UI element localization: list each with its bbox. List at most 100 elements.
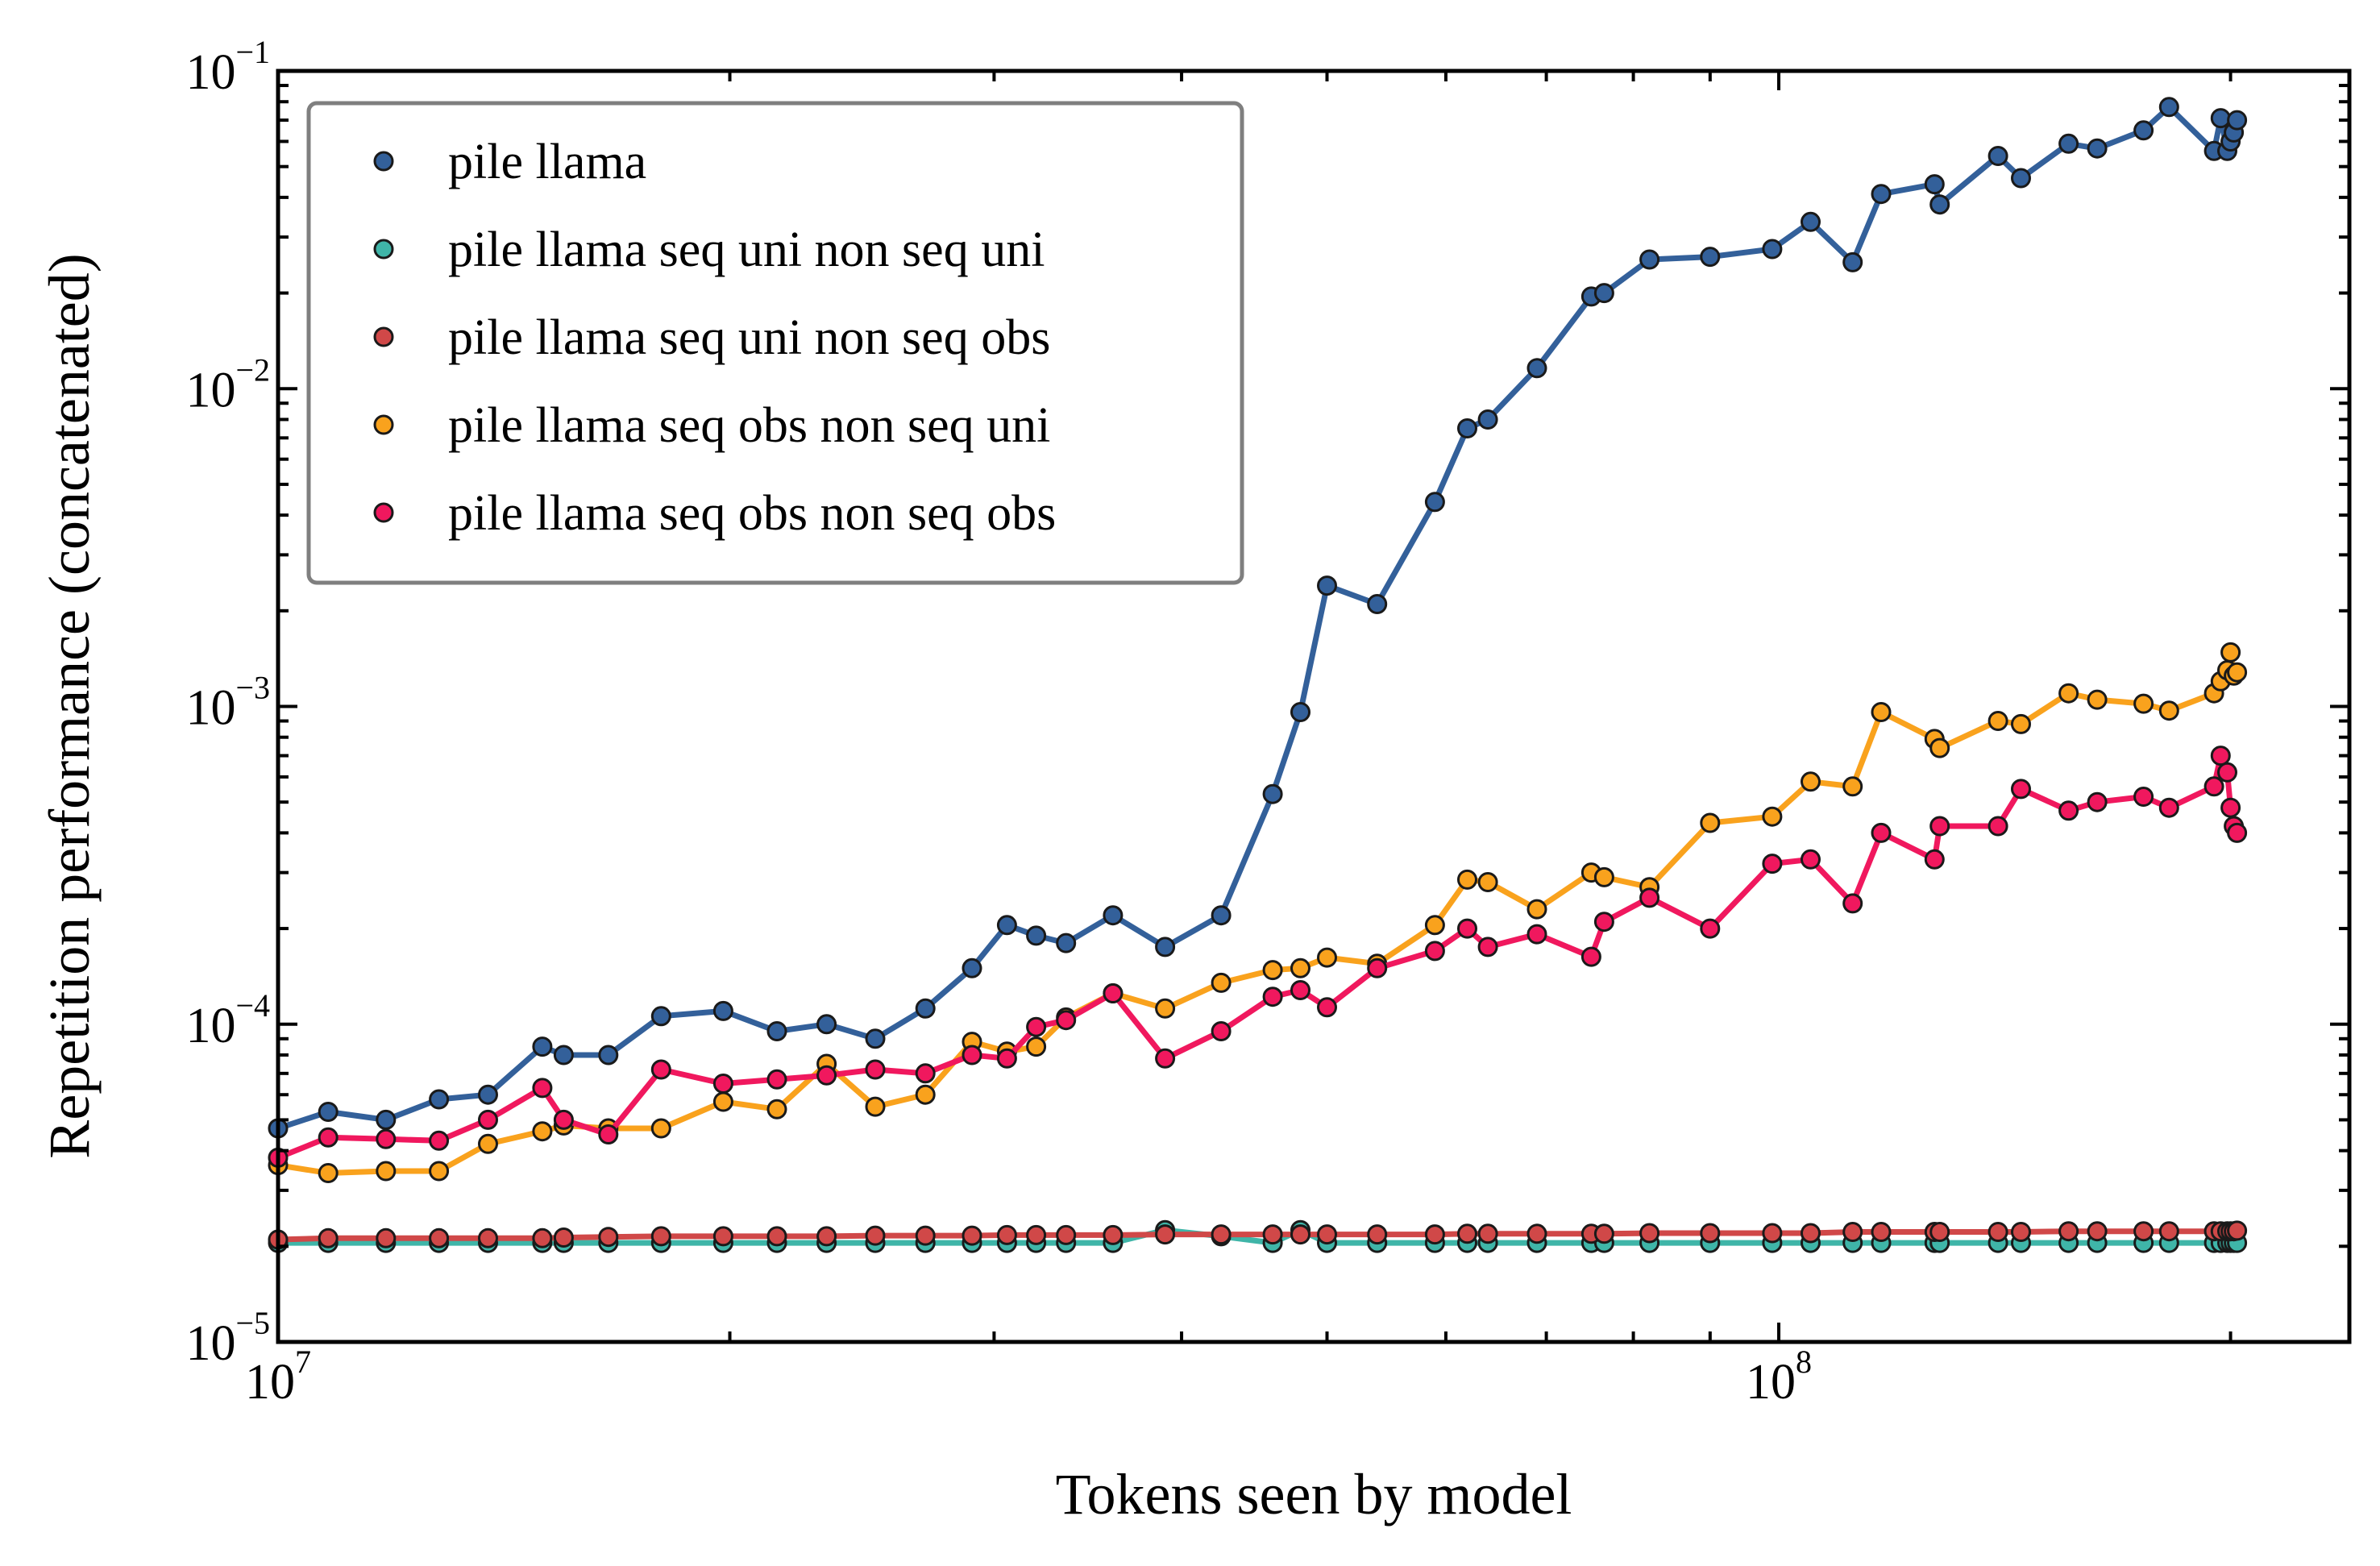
legend: pile llama pile llama seq uni non seq uni… <box>306 101 1244 585</box>
data-point <box>865 1059 886 1080</box>
data-point <box>2011 779 2031 800</box>
legend-marker <box>373 239 394 260</box>
data-point <box>1367 594 1388 614</box>
data-point <box>1457 1223 1477 1244</box>
data-point <box>1526 924 1547 945</box>
data-point <box>2011 713 2031 734</box>
data-point <box>650 1059 671 1080</box>
data-point <box>2227 1220 2248 1241</box>
data-point <box>816 1065 837 1086</box>
data-point <box>318 1102 339 1122</box>
y-tick-label: 10−5 <box>185 1305 270 1371</box>
y-tick-label: 10−3 <box>185 670 270 736</box>
data-point <box>865 1028 886 1049</box>
data-point <box>1762 854 1783 874</box>
data-point <box>318 1127 339 1148</box>
data-point <box>1842 776 1863 797</box>
data-point <box>996 915 1017 936</box>
data-point <box>1842 893 1863 914</box>
data-point <box>1026 1036 1047 1057</box>
data-point <box>962 1045 982 1065</box>
data-point <box>1457 869 1477 890</box>
data-point <box>598 1045 619 1065</box>
data-point <box>1290 702 1310 722</box>
data-point <box>1290 980 1310 1000</box>
data-point <box>816 1014 837 1035</box>
data-point <box>2087 1221 2108 1242</box>
data-point <box>1155 1224 1176 1245</box>
data-point <box>1477 409 1498 430</box>
data-point <box>1801 211 1821 232</box>
data-point <box>2158 797 2179 818</box>
x-tick-label: 108 <box>1746 1344 1812 1410</box>
legend-label: pile llama seq obs non seq obs <box>448 486 1056 541</box>
data-point <box>1526 899 1547 920</box>
data-point <box>1929 816 1950 837</box>
data-point <box>1762 239 1783 260</box>
data-point <box>1639 887 1660 908</box>
data-point <box>376 1161 397 1182</box>
data-point <box>598 1124 619 1144</box>
data-point <box>1477 937 1498 957</box>
data-point <box>650 1226 671 1247</box>
data-point <box>1477 872 1498 892</box>
data-point <box>1211 1224 1232 1245</box>
data-point <box>1026 1224 1047 1245</box>
data-point <box>1593 866 1614 887</box>
data-point <box>1871 1222 1892 1242</box>
data-point <box>478 1084 498 1105</box>
data-point <box>1026 1016 1047 1037</box>
data-point <box>478 1133 498 1154</box>
data-point <box>1290 1224 1310 1245</box>
data-point <box>2011 168 2031 189</box>
legend-label: pile llama <box>448 135 646 189</box>
data-point <box>816 1226 837 1247</box>
legend-label: pile llama seq uni non seq obs <box>448 310 1050 365</box>
legend-entry: pile llama seq uni non seq obs <box>373 310 1050 365</box>
data-point <box>1103 905 1124 926</box>
data-point <box>915 1225 936 1246</box>
data-point <box>712 1074 733 1094</box>
data-point <box>915 998 936 1019</box>
data-point <box>2087 791 2108 812</box>
data-point <box>1477 1223 1498 1244</box>
data-point <box>1987 146 2008 166</box>
data-point <box>2217 762 2237 783</box>
data-point <box>1987 816 2008 837</box>
data-point <box>1290 957 1310 978</box>
data-point <box>376 1227 397 1248</box>
data-point <box>1700 812 1721 833</box>
data-point <box>1639 1223 1660 1244</box>
data-point <box>2220 797 2241 818</box>
data-point <box>553 1109 574 1130</box>
data-point <box>962 957 982 978</box>
data-point <box>2158 97 2179 118</box>
data-point <box>1056 1224 1077 1245</box>
data-point <box>2227 662 2248 683</box>
data-point <box>865 1225 886 1246</box>
data-point <box>1924 849 1945 870</box>
data-point <box>1211 1021 1232 1041</box>
legend-label: pile llama seq uni non seq uni <box>448 222 1045 277</box>
legend-entry: pile llama <box>373 135 646 189</box>
legend-entry: pile llama seq obs non seq obs <box>373 486 1056 541</box>
data-point <box>1056 933 1077 953</box>
data-point <box>650 1006 671 1027</box>
data-point <box>1317 1224 1337 1245</box>
legend-marker <box>373 414 394 435</box>
legend-marker <box>373 326 394 347</box>
data-point <box>1211 905 1232 926</box>
series-4 <box>268 746 2248 1168</box>
y-axis-label: Repetition performance (concatenated) <box>37 253 102 1158</box>
data-point <box>1639 249 1660 270</box>
data-point <box>1871 822 1892 843</box>
data-point <box>2210 746 2231 766</box>
data-point <box>1924 174 1945 195</box>
data-point <box>1317 947 1337 968</box>
series-3 <box>268 642 2248 1183</box>
data-point <box>1424 941 1445 962</box>
data-point <box>1801 771 1821 792</box>
series-2 <box>268 1220 2248 1250</box>
data-point <box>650 1118 671 1139</box>
data-point <box>1155 1048 1176 1069</box>
